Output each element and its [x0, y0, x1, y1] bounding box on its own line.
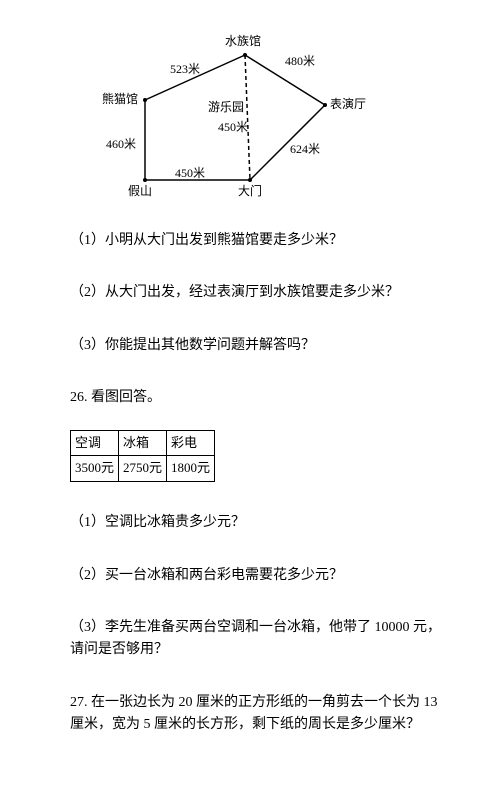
node-gate: 大门: [238, 182, 262, 201]
park-map-diagram: 水族馆 熊猫馆 表演厅 假山 大门 游乐园 523米 480米 460米 450…: [100, 40, 360, 200]
node-showhall: 表演厅: [330, 95, 366, 114]
table-row: 3500元 2750元 1800元: [71, 456, 215, 482]
table-value-fridge: 2750元: [119, 456, 167, 482]
table-row: 空调 冰箱 彩电: [71, 430, 215, 456]
edge-450b: 450米: [218, 118, 248, 137]
q26-heading: 26. 看图回答。: [70, 387, 450, 409]
edge-624: 624米: [290, 140, 320, 159]
q26-sub1: （1）空调比冰箱贵多少元？: [70, 512, 450, 534]
table-header-ac: 空调: [71, 430, 119, 456]
q25-sub3: （3）你能提出其他数学问题并解答吗？: [70, 335, 450, 357]
node-rockhill: 假山: [128, 182, 152, 201]
q26-sub2: （2）买一台冰箱和两台彩电需要花多少元？: [70, 565, 450, 587]
edge-460: 460米: [106, 135, 136, 154]
edge-450a: 450米: [175, 164, 205, 183]
node-park: 游乐园: [208, 98, 244, 117]
table-value-tv: 1800元: [167, 456, 215, 482]
node-panda: 熊猫馆: [102, 90, 138, 109]
q27-text: 27. 在一张边长为 20 厘米的正方形纸的一角剪去一个长为 13 厘米，宽为 …: [70, 692, 450, 737]
table-value-ac: 3500元: [71, 456, 119, 482]
node-aquarium: 水族馆: [225, 32, 261, 51]
appliance-table: 空调 冰箱 彩电 3500元 2750元 1800元: [70, 430, 215, 483]
table-header-fridge: 冰箱: [119, 430, 167, 456]
edge-523: 523米: [170, 60, 200, 79]
edge-480: 480米: [285, 52, 315, 71]
q25-sub1: （1）小明从大门出发到熊猫馆要走多少米？: [70, 230, 450, 252]
q26-sub3: （3）李先生准备买两台空调和一台冰箱，他带了 10000 元，请问是否够用？: [70, 617, 450, 662]
table-header-tv: 彩电: [167, 430, 215, 456]
q25-sub2: （2）从大门出发，经过表演厅到水族馆要走多少米？: [70, 282, 450, 304]
